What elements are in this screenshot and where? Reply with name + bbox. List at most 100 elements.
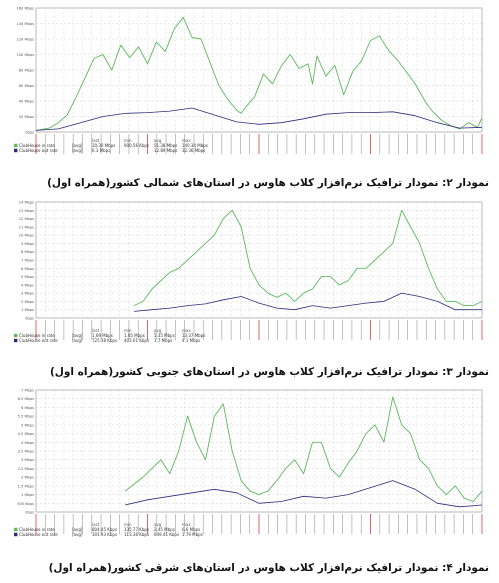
legend-value-max: 32.36 Mbps	[182, 148, 205, 153]
y-tick-label: 5 Mbps	[21, 423, 34, 427]
y-tick-label: 3.5 Mbps	[18, 450, 35, 454]
legend-header-avg: avg	[154, 138, 162, 143]
y-tick-label: 2 Mbps	[21, 476, 34, 480]
legend-value-avg: 51.38 Mbps	[154, 143, 177, 148]
y-tick-label: 4 Mbps	[21, 283, 34, 287]
legend-header-max: max	[182, 138, 191, 143]
legend-value-max: 140.34 Mbps	[182, 143, 208, 148]
caption-south: نمودار ۳: نمودار ترافیک نرم‌افزار کلاب ه…	[49, 366, 489, 378]
legend-value-min: 135.77 Kbps	[124, 527, 149, 532]
y-tick-label: 14 Mbps	[19, 201, 34, 205]
legend-swatch	[14, 333, 18, 338]
legend-value-avg: 649.41 Kbps	[154, 532, 179, 537]
legend-header-avg: avg	[154, 522, 162, 527]
chart-south: 0bps 1 Mbps 2 Mbps 3 Mbps 4 Mbps 5 Mbps 6 Mbps…	[14, 201, 483, 343]
legend-stat-type: [avg]	[72, 527, 83, 532]
y-tick-label: 7 Mbps	[21, 389, 34, 393]
legend-header-min: min	[124, 522, 132, 527]
y-tick-label: 6.5 Mbps	[18, 397, 35, 401]
y-tick-label: 500 Kbps	[17, 502, 34, 506]
series-line-in	[35, 16, 483, 131]
legend-series-name: ClubHouse in rate	[19, 143, 55, 148]
legend-value-avg: 5.35 Mbps	[154, 333, 175, 338]
legend-value-last: 20.30 Mbps	[92, 143, 115, 148]
y-tick-label: 0bps	[25, 511, 34, 515]
y-tick-label: 2.5 Mbps	[18, 467, 35, 471]
y-tick-label: 5 Mbps	[21, 275, 34, 279]
legend-value-avg: 12.89 Mbps	[154, 148, 177, 153]
y-tick-label: 80 Mbps	[19, 69, 34, 73]
legend-value-avg: 2.45 Mbps	[154, 527, 175, 532]
y-tick-label: 8 Mbps	[21, 250, 34, 254]
series-line-in	[124, 396, 483, 502]
legend-value-last: 6.3 Mbps	[92, 148, 110, 153]
legend-swatch	[14, 338, 18, 343]
legend-series-name: ClubHouse in rate	[19, 527, 55, 532]
y-tick-label: 1 Mbps	[21, 308, 34, 312]
legend-value-min: 403.01 Kbps	[124, 338, 149, 343]
y-tick-label: 1 Mbps	[21, 493, 34, 497]
y-tick-label: 4 Mbps	[21, 441, 34, 445]
caption-east: نمودار ۴: نمودار ترافیک نرم‌افزار کلاب ه…	[48, 562, 489, 574]
chart-north: 0bps 20 Mbps 40 Mbps 60 Mbps 80 Mbps 100 Mbps…	[14, 7, 483, 154]
legend-header-min: min	[124, 138, 132, 143]
legend-value-min: 113.36 Kbps	[124, 532, 149, 537]
legend-swatch	[14, 148, 18, 153]
legend-value-max: 6.6 Mbps	[182, 527, 200, 532]
legend-value-min: 900.56 Kbps	[124, 143, 149, 148]
legend-header-max: max	[182, 328, 191, 333]
y-tick-label: 12 Mbps	[19, 217, 34, 221]
y-tick-label: 6 Mbps	[21, 267, 34, 271]
y-tick-label: 20 Mbps	[19, 115, 34, 119]
legend-header-last: last	[92, 138, 100, 143]
legend-swatch	[14, 532, 18, 537]
legend-header-min: min	[124, 328, 132, 333]
series-line-out	[35, 107, 483, 131]
legend-value-min: 1.05 Mbps	[124, 333, 145, 338]
y-tick-label: 120 Mbps	[16, 38, 34, 42]
y-tick-label: 2 Mbps	[21, 300, 34, 304]
y-tick-label: 0bps	[25, 131, 34, 135]
caption-north: نمودار ۲: نمودار ترافیک نرم‌افزار کلاب ه…	[47, 177, 489, 189]
legend-series-name: ClubHouse in rate	[19, 333, 55, 338]
y-tick-label: 6 Mbps	[21, 406, 34, 410]
series-line-in	[133, 209, 483, 307]
legend-value-last: 301.93 Kbps	[92, 532, 117, 537]
y-tick-label: 13 Mbps	[19, 209, 34, 213]
y-tick-label: 0bps	[25, 317, 34, 321]
chart-east: 0bps 500 Kbps 1 Mbps 1.5 Mbps 2 Mbps 2.5 Mbps…	[14, 389, 483, 537]
legend-series-name: ClubHouse out rate	[19, 532, 58, 537]
legend-stat-type: [avg]	[72, 333, 83, 338]
y-tick-label: 1.5 Mbps	[18, 484, 35, 488]
legend-stat-type: [avg]	[72, 338, 83, 343]
y-tick-label: 3 Mbps	[21, 458, 34, 462]
legend-value-max: 1.79 Mbps	[182, 532, 203, 537]
y-tick-label: 5.5 Mbps	[18, 415, 35, 419]
legend-stat-type: [avg]	[72, 143, 83, 148]
legend-stat-type: [avg]	[72, 148, 83, 153]
y-tick-label: 10 Mbps	[19, 234, 34, 238]
legend-header-max: max	[182, 522, 191, 527]
legend-header-last: last	[92, 522, 100, 527]
legend-series-name: ClubHouse out rate	[19, 148, 58, 153]
y-tick-label: 4.5 Mbps	[18, 432, 35, 436]
y-tick-label: 3 Mbps	[21, 292, 34, 296]
legend-value-avg: 1.7 Mbps	[154, 338, 172, 343]
legend-stat-type: [avg]	[72, 532, 83, 537]
y-tick-label: 7 Mbps	[21, 259, 34, 263]
legend-value-last: 725.38 Kbps	[92, 338, 117, 343]
legend-value-max: 4.1 Mbps	[182, 338, 200, 343]
series-line-out	[125, 480, 483, 508]
legend-value-max: 13.37 Mbps	[182, 333, 205, 338]
legend-series-name: ClubHouse out rate	[19, 338, 58, 343]
legend-swatch	[14, 143, 18, 148]
y-tick-label: 40 Mbps	[19, 100, 34, 104]
legend-header-avg: avg	[154, 328, 162, 333]
y-tick-label: 9 Mbps	[21, 242, 34, 246]
y-tick-label: 100 Mbps	[16, 53, 34, 57]
series-line-out	[134, 292, 482, 312]
y-tick-label: 140 Mbps	[16, 22, 34, 26]
y-tick-label: 11 Mbps	[19, 225, 34, 229]
legend-header-last: last	[92, 328, 100, 333]
